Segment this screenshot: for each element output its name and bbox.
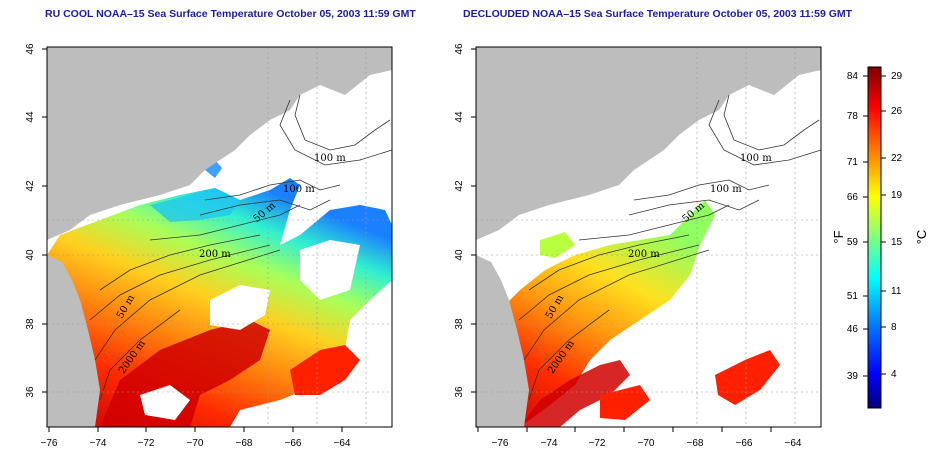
- celsius-tick: 8: [891, 322, 897, 333]
- sst-warm-core: [520, 360, 630, 427]
- lat-tick-label: 36: [454, 386, 465, 398]
- sst-offshore-patch: [600, 385, 650, 420]
- contour-label: 100 m: [710, 184, 742, 195]
- lat-tick-label: 46: [454, 43, 465, 55]
- fahrenheit-axis-label: °F: [831, 230, 846, 243]
- contour-label: 100 m: [314, 153, 346, 164]
- contour-label: 100 m: [740, 153, 772, 164]
- sst-cold-patch: [205, 160, 222, 178]
- right-map-panel: 100 m 100 m 50 m 200 m 50 m 2000 m −76 −…: [454, 43, 822, 449]
- celsius-axis-label: °C: [914, 230, 929, 245]
- grid-lines: [476, 47, 821, 427]
- fahrenheit-tick: 78: [847, 111, 859, 122]
- land-mass: [476, 255, 529, 427]
- sst-shelf-green: [540, 232, 575, 258]
- bathymetry-contours: [89, 94, 392, 401]
- celsius-tick: 19: [891, 190, 903, 201]
- contour-label: 200 m: [628, 249, 660, 260]
- left-panel-title: RU COOL NOAA–15 Sea Surface Temperature …: [45, 8, 416, 20]
- colorbar-gradient: [867, 66, 882, 409]
- fahrenheit-tick: 59: [847, 237, 859, 248]
- celsius-tick: 22: [891, 153, 903, 164]
- lon-tick-label: −66: [736, 438, 753, 449]
- lat-tick-label: 42: [25, 180, 36, 192]
- lon-tick-label: −74: [90, 438, 107, 449]
- sst-offshore-patch: [290, 345, 360, 395]
- lat-tick-label: 46: [25, 43, 36, 55]
- right-panel-title: DECLOUDED NOAA–15 Sea Surface Temperatur…: [463, 8, 853, 20]
- colorbar: 84 78 71 66 59 51 46 39 29 26 22 19 15 1…: [831, 66, 929, 409]
- lon-tick-label: −70: [638, 438, 655, 449]
- lon-tick-label: −74: [541, 438, 558, 449]
- celsius-tick: 15: [891, 237, 903, 248]
- lon-tick-label: −72: [589, 438, 606, 449]
- lon-tick-label: −68: [687, 438, 704, 449]
- lon-tick-label: −66: [285, 438, 302, 449]
- right-map-frame: [475, 46, 822, 428]
- celsius-tick: 4: [891, 369, 897, 380]
- contour-label: 200 m: [199, 249, 231, 260]
- fahrenheit-tick: 39: [847, 371, 859, 382]
- lon-tick-label: −64: [334, 438, 351, 449]
- lat-tick-label: 40: [25, 249, 36, 261]
- lat-tick-label: 40: [454, 249, 465, 261]
- fahrenheit-tick: 71: [847, 157, 859, 168]
- land-mass: [47, 47, 392, 240]
- land-mass: [476, 47, 821, 240]
- lon-tick-label: −70: [187, 438, 204, 449]
- lat-tick-label: 44: [25, 111, 36, 123]
- left-map-panel: 100 m 100 m 50 m 200 m 50 m 2000 m −76 −…: [25, 43, 393, 449]
- grid-lines: [47, 47, 392, 427]
- bathymetry-contours: [518, 94, 821, 401]
- celsius-tick: 11: [891, 286, 902, 297]
- lon-tick-label: −76: [492, 438, 509, 449]
- land-mass: [47, 255, 100, 427]
- lat-tick-label: 44: [454, 111, 465, 123]
- lat-tick-label: 42: [454, 180, 465, 192]
- sst-field: [476, 200, 715, 427]
- lon-tick-label: −68: [236, 438, 253, 449]
- contour-label: 100 m: [283, 184, 315, 195]
- celsius-tick: 29: [891, 71, 903, 82]
- sst-offshore-patch: [715, 350, 780, 405]
- fahrenheit-tick: 66: [847, 192, 859, 203]
- lon-tick-label: −64: [785, 438, 802, 449]
- lon-tick-label: −72: [138, 438, 155, 449]
- lat-tick-label: 38: [25, 318, 36, 330]
- lon-tick-label: −76: [41, 438, 58, 449]
- fahrenheit-tick: 46: [847, 324, 859, 335]
- fahrenheit-tick: 84: [847, 71, 859, 82]
- celsius-tick: 26: [891, 106, 903, 117]
- sst-shelf-blue: [150, 188, 240, 222]
- lat-tick-label: 36: [25, 386, 36, 398]
- lat-tick-label: 38: [454, 318, 465, 330]
- left-map-frame: [46, 46, 393, 428]
- fahrenheit-tick: 51: [847, 291, 859, 302]
